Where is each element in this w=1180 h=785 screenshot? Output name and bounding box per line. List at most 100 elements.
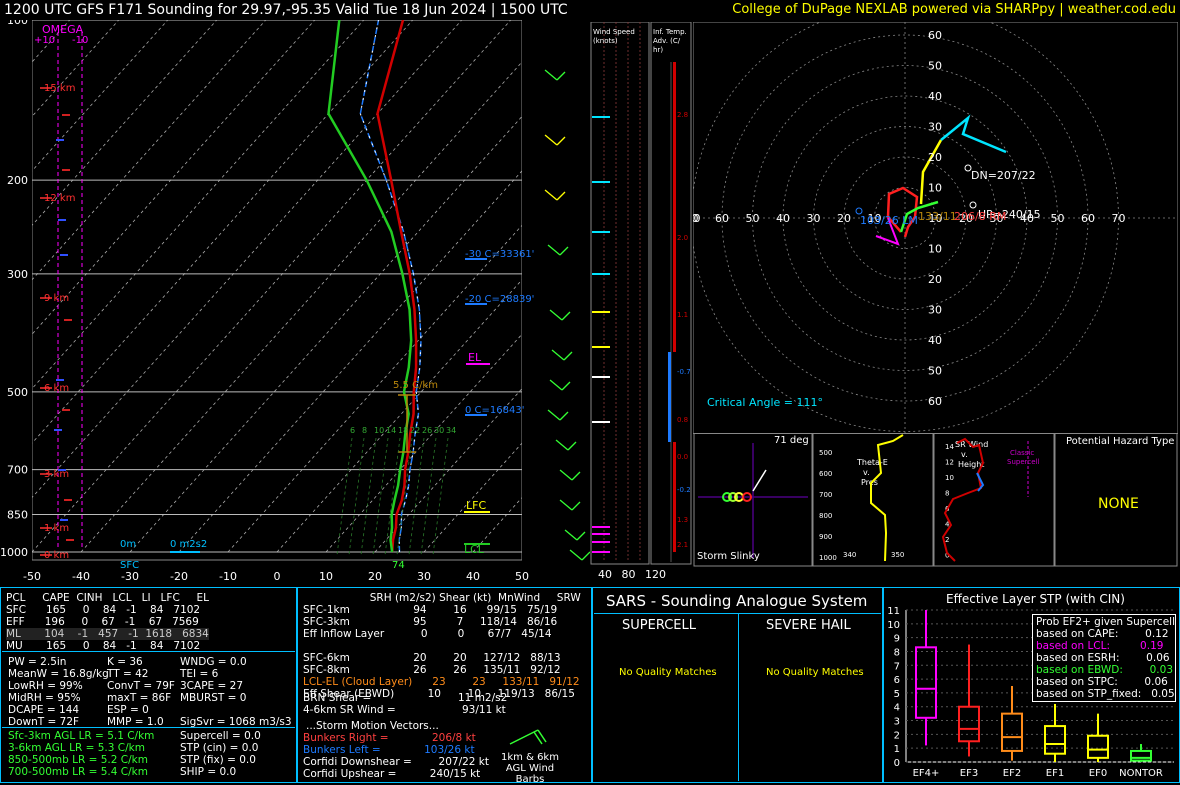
theta-tick: 500 <box>819 449 832 457</box>
height-label: 9 km <box>44 293 69 304</box>
hazard-value: NONE <box>1098 496 1139 512</box>
wind-barb-flag <box>559 246 569 256</box>
sounding-title: 1200 UTC GFS F171 Sounding for 29.97,-95… <box>4 2 568 18</box>
hodo-axis-label: 50 <box>746 212 760 225</box>
srwind-classic: Classic <box>1010 449 1034 457</box>
hodograph-labels: 6050403020101020304050600706050403020101… <box>693 29 1126 409</box>
slinky-circle <box>728 492 738 502</box>
parcel-row: MU 165 0 84 -1 84 7102 <box>6 640 201 652</box>
theta-tick: 900 <box>819 533 832 541</box>
hodo-rm-label: 206/8 RM <box>954 210 1006 223</box>
ta-value: 2.8 <box>677 111 688 119</box>
isotherm <box>0 20 267 316</box>
temp-adv-sub: Adv. (C/ <box>653 37 681 45</box>
stp-box <box>1130 749 1152 762</box>
wind-barb <box>549 309 563 321</box>
srwind-tick: 8 <box>945 490 949 498</box>
srwind-tick: 14 <box>945 443 954 451</box>
hodo-axis-label: 70 <box>1112 212 1126 225</box>
stp-category: EF3 <box>960 768 978 779</box>
mixing-line <box>432 437 449 556</box>
temp-adv-title: Inf. Temp. <box>653 28 687 36</box>
temp-tick: 20 <box>368 570 382 583</box>
isotherm <box>31 20 512 553</box>
hodograph: 6050403020101020304050600706050403020101… <box>693 22 1178 434</box>
profile-wetbulb <box>359 20 422 553</box>
stp-ytick: 4 <box>894 703 900 714</box>
hodo-mean-label: 133/11 <box>918 210 957 223</box>
stp-legend-title: Prob EF2+ given Supercell <box>1036 616 1175 628</box>
critical-angle: Critical Angle = 111° <box>707 396 823 409</box>
hodo-axis-label: 40 <box>1020 212 1034 225</box>
inflow-srh: 0 m2s2 <box>170 539 207 550</box>
wind-barb <box>544 189 558 201</box>
hazard-title: Potential Hazard Type <box>1066 436 1175 447</box>
hodo-axis-label: 0 <box>694 212 701 225</box>
hodo-axis-label: 30 <box>807 212 821 225</box>
wind-barb-flag <box>563 351 573 361</box>
mixing-tick: 26 <box>422 426 432 435</box>
divider <box>2 651 295 652</box>
storm-motion-row: Bunkers Right = 206/8 kt <box>303 732 476 744</box>
isotherm-label: -30 C=33361' <box>465 249 534 260</box>
mixing-tick: 10 <box>374 426 384 435</box>
ta-value: 2.1 <box>677 541 688 549</box>
hodo-ring-label: 20 <box>928 151 942 164</box>
isotherm <box>129 40 590 553</box>
kin-row: SFC-1km 94 16 99/15 75/19 <box>303 604 558 616</box>
wind-barb <box>559 469 573 481</box>
mixing-tick: 18 <box>398 426 408 435</box>
kinematics-table: SRH (m2/s2) Shear (kt) MnWind SRW SFC-1k… <box>303 592 581 700</box>
mixing-tick: 30 <box>434 426 444 435</box>
hodo-ring-label: 60 <box>928 395 942 408</box>
skewt-labels: OMEGA+10 -10 15 km 12 km 9 km 6 km 3 km 1 km 0 k… <box>34 23 534 571</box>
ta-bar <box>673 442 676 552</box>
wind-barb <box>551 349 565 361</box>
srwind-profile <box>941 437 985 562</box>
omega-title: OMEGA <box>42 23 84 36</box>
ta-bar <box>673 62 676 352</box>
mixing-line <box>348 437 365 556</box>
hodo-ring-label: 40 <box>928 90 942 103</box>
hodo-lowlevel <box>875 217 900 246</box>
kin-row: LCL-EL (Cloud Layer) 23 23 133/11 91/12 <box>303 676 580 688</box>
wind-barb <box>544 134 558 146</box>
hodo-0-3km <box>886 186 919 238</box>
storm-motion-row: Bunkers Left = 103/26 kt <box>303 744 475 756</box>
divider <box>738 613 739 781</box>
height-label: 0 km <box>44 550 69 561</box>
sars-title: SARS - Sounding Analogue System <box>606 592 868 610</box>
stp-box <box>958 705 980 743</box>
kin-header: SRH (m2/s2) Shear (kt) MnWind SRW <box>303 592 581 604</box>
credit-text: College of DuPage NEXLAB powered via SHA… <box>732 2 1176 17</box>
hodo-3-6km <box>899 200 939 233</box>
stp-ytick: 7 <box>894 661 900 672</box>
wind-barb <box>549 379 563 391</box>
stp-ytick: 11 <box>887 606 900 617</box>
stp-category: NONTOR <box>1119 768 1163 779</box>
temp-tick: -30 <box>121 570 139 583</box>
wind-barb-flag <box>556 71 566 81</box>
wind-barb <box>547 244 561 256</box>
profile-lines <box>327 20 422 553</box>
ta-value: 1.3 <box>677 516 688 524</box>
wind-barb <box>564 529 578 541</box>
wind-barb <box>555 439 569 451</box>
stp-legend-row: based on STPC: 0.06 <box>1036 676 1168 688</box>
hodo-ring-label: 50 <box>928 365 942 378</box>
srwind-tick: 4 <box>945 521 950 529</box>
indices-col3: WNDG = 0.0 TEI = 6 3CAPE = 27 MBURST = 0… <box>180 656 292 728</box>
mixing-tick: 8 <box>362 426 367 435</box>
pressure-label: 300 <box>7 268 28 281</box>
wind-barb-flag <box>561 381 571 391</box>
hodo-ring-label: 30 <box>928 304 942 317</box>
wind-barb-flag <box>571 471 581 481</box>
temp-tick: 50 <box>515 570 529 583</box>
hodo-axis-label: 40 <box>776 212 790 225</box>
isotherm <box>80 20 561 553</box>
pressure-label: 500 <box>7 386 28 399</box>
mixing-tick: 34 <box>446 426 456 435</box>
stp-ytick: 10 <box>887 620 900 631</box>
hodo-ring-label: 20 <box>928 273 942 286</box>
